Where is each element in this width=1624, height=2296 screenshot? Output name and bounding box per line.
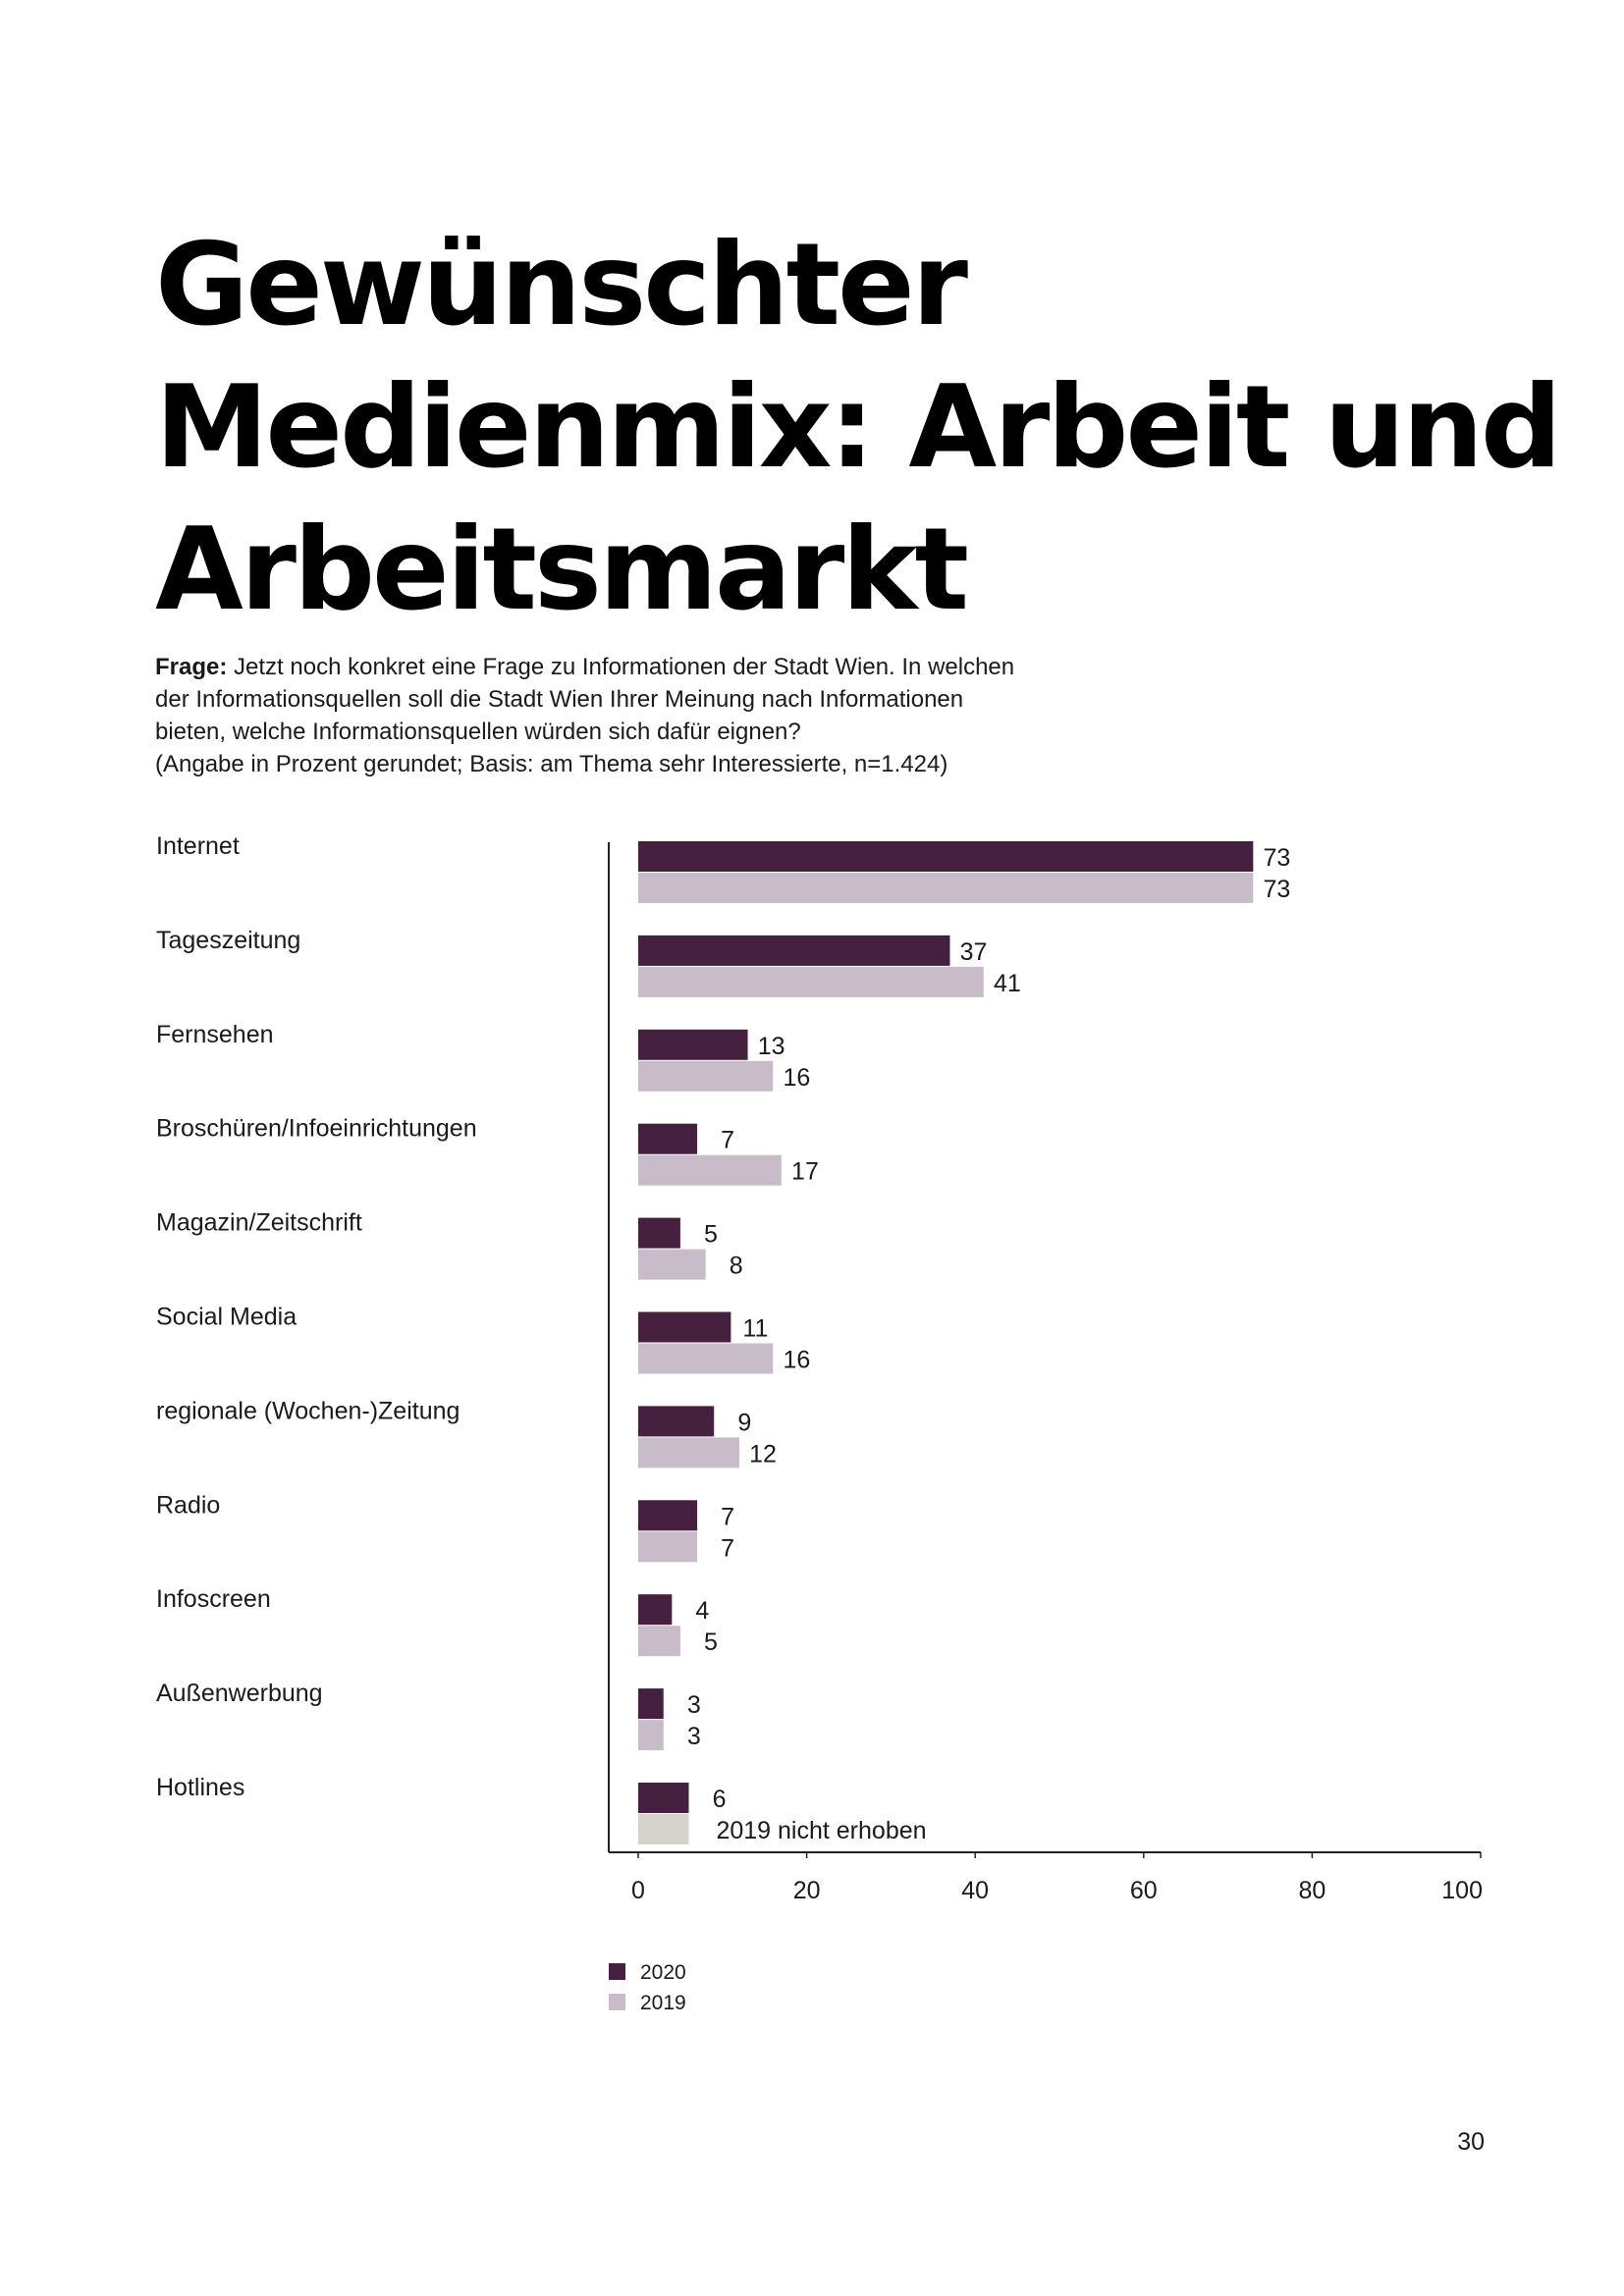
bar-2020: [638, 1688, 664, 1720]
bar-2020: [638, 841, 1254, 872]
value-label-2019: 5: [704, 1629, 718, 1656]
value-label-2019: 73: [1264, 876, 1291, 903]
bar-2020: [638, 934, 950, 966]
value-label-2020: 11: [742, 1315, 768, 1343]
missing-value-note: 2019 nicht erhoben: [716, 1817, 926, 1844]
bar-2019-missing: [638, 1814, 689, 1844]
page-title: Gewünschter Medienmix: Arbeit und Arbeit…: [155, 214, 1562, 641]
category-label: Fernsehen: [156, 1021, 274, 1048]
x-tick-label-3: 60: [1130, 1877, 1158, 1904]
value-label-2020: 7: [721, 1127, 734, 1154]
value-label-2020: 73: [1264, 844, 1291, 872]
legend-label-2020: 2020: [640, 1961, 686, 1984]
category-label: Infoscreen: [156, 1585, 271, 1613]
category-label: Radio: [156, 1491, 220, 1519]
bar-2020: [638, 1500, 698, 1531]
x-tick-label-2: 40: [961, 1877, 989, 1904]
bar-2019: [638, 1720, 664, 1751]
value-label-2020: 7: [721, 1503, 734, 1530]
value-label-2019: 3: [687, 1723, 701, 1750]
bar-2019: [638, 873, 1254, 903]
category-label: Internet: [156, 832, 240, 860]
value-label-2019: 12: [749, 1440, 777, 1468]
value-label-2020: 9: [737, 1409, 751, 1436]
bar-2020: [638, 1783, 689, 1813]
value-label-2020: 3: [687, 1691, 701, 1719]
bar-2020: [638, 1594, 673, 1626]
question-line-3: bieten, welche Informationsquellen würde…: [155, 719, 801, 745]
legend-label-2019: 2019: [640, 1992, 686, 2014]
x-tick-label-0: 0: [631, 1877, 645, 1904]
category-label: Außenwerbung: [156, 1680, 323, 1707]
category-label: Magazin/Zeitschrift: [156, 1209, 362, 1237]
value-label-2020: 5: [704, 1221, 718, 1249]
bar-2019: [638, 1249, 706, 1280]
category-label: regionale (Wochen-)Zeitung: [156, 1397, 460, 1424]
x-tick-label-1: 20: [793, 1877, 821, 1904]
value-label-2020: 13: [758, 1033, 785, 1060]
bar-2020: [638, 1029, 748, 1060]
bar-2020: [638, 1311, 731, 1343]
bar-2019: [638, 1626, 680, 1657]
value-label-2020: 4: [695, 1597, 709, 1625]
bar-2020: [638, 1123, 698, 1154]
value-label-2019: 16: [783, 1064, 810, 1092]
value-label-2019: 41: [994, 970, 1021, 997]
question-label: Frage:: [155, 654, 228, 680]
value-label-2019: 16: [783, 1347, 810, 1374]
value-label-2019: 8: [730, 1253, 743, 1280]
question-line-2: der Informationsquellen soll die Stadt W…: [155, 686, 964, 713]
bar-2019: [638, 1060, 774, 1092]
bar-2019: [638, 1154, 782, 1186]
title-line-2: Medienmix: Arbeit und: [155, 361, 1562, 494]
bar-2019: [638, 1531, 698, 1563]
title-line-1: Gewünschter: [155, 219, 968, 351]
question-line-1: Jetzt noch konkret eine Frage zu Informa…: [234, 654, 1015, 680]
question-line-4: (Angabe in Prozent gerundet; Basis: am T…: [155, 751, 948, 777]
bar-2020: [638, 1217, 680, 1249]
bar-2019: [638, 1437, 739, 1468]
value-label-2019: 7: [721, 1534, 734, 1562]
x-tick-label-4: 80: [1298, 1877, 1326, 1904]
category-label: Hotlines: [156, 1774, 244, 1801]
value-label-2019: 17: [791, 1158, 819, 1186]
bar-2020: [638, 1406, 715, 1437]
question-text: Frage: Jetzt noch konkret eine Frage zu …: [155, 651, 1117, 780]
value-label-2020: 37: [960, 938, 988, 966]
bar-2019: [638, 1343, 774, 1374]
page-number: 30: [1457, 2128, 1485, 2156]
legend-swatch-2019: [609, 1994, 625, 2010]
x-tick-label-5: 100: [1441, 1877, 1483, 1904]
legend-swatch-2020: [609, 1963, 625, 1980]
category-label: Tageszeitung: [156, 927, 300, 954]
category-label: Social Media: [156, 1304, 297, 1331]
category-label: Broschüren/Infoeinrichtungen: [156, 1115, 477, 1143]
bar-2019: [638, 966, 984, 997]
value-label-2020: 6: [713, 1786, 727, 1813]
title-line-3: Arbeitsmarkt: [155, 504, 969, 636]
